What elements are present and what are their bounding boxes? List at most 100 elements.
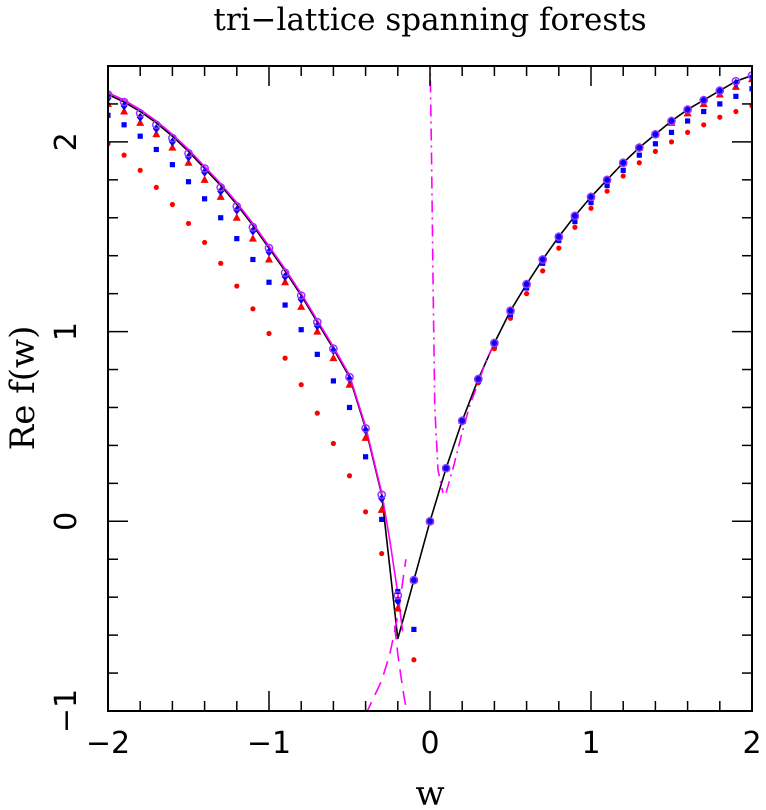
series-2-triangle-point — [248, 234, 257, 242]
series-1-square-point — [379, 516, 385, 522]
series-0-dot-point — [363, 509, 369, 515]
series-4-ring-point — [618, 158, 628, 168]
series-1-square-point — [636, 152, 642, 158]
series-0-dot-point — [153, 184, 159, 191]
series-2-triangle-point — [281, 277, 290, 286]
series-0-dot-point — [379, 550, 385, 557]
series-4-ring-point — [473, 374, 483, 384]
series-0-dot-point — [411, 657, 417, 663]
series-4-ring-point — [747, 71, 752, 80]
series-4-ring-point — [602, 175, 612, 185]
series-0-dot-point — [137, 167, 143, 173]
series-0-dot-point — [572, 224, 578, 230]
series-3-diamond-point — [603, 175, 611, 185]
series-1-square-point — [282, 302, 288, 308]
series-1-square-point — [250, 256, 256, 263]
series-4-ring-point — [248, 222, 258, 232]
series-1-square-point — [620, 167, 626, 173]
series-3-diamond-point — [700, 95, 708, 105]
y-axis-label: Re f(w) — [3, 326, 43, 451]
series-2-triangle-point — [297, 302, 306, 310]
points-layer — [108, 71, 752, 663]
series-4-ring-point — [296, 291, 306, 300]
series-4-ring-point — [151, 120, 161, 130]
series-0-dot-point — [314, 410, 320, 416]
series-0-dot-point — [685, 129, 691, 135]
series-1-square-point — [717, 101, 723, 107]
series-3-diamond-point — [587, 192, 595, 202]
series-1-square-point — [202, 196, 208, 202]
y-tick-label: 1 — [49, 322, 84, 341]
series-1-square-point — [108, 112, 111, 118]
series-4-ring-point — [586, 192, 596, 202]
series-3-diamond-point — [555, 232, 563, 242]
series-3-diamond-point — [329, 346, 337, 356]
series-3-diamond-point — [651, 129, 659, 139]
series-4-ring-point — [135, 109, 145, 118]
series-4-ring-point — [457, 416, 467, 426]
series-1-square-point — [137, 133, 143, 139]
x-tick-label: 1 — [581, 726, 600, 761]
series-1-square-point — [701, 108, 707, 115]
series-0-dot-point — [298, 382, 304, 388]
series-4-ring-point — [554, 232, 564, 242]
series-3-diamond-point — [539, 255, 547, 264]
series-1-square-point — [363, 454, 369, 460]
series-1-square-point — [652, 141, 658, 147]
series-3-diamond-point — [410, 575, 418, 585]
series-1-square-point — [185, 179, 192, 185]
series-2-triangle-point — [361, 433, 370, 441]
y-tick-label: 0 — [49, 512, 84, 531]
y-tick-label: −1 — [49, 689, 84, 733]
series-2-triangle-point — [184, 158, 193, 166]
series-1-square-point — [346, 404, 353, 411]
series-0-dot-point — [636, 160, 642, 166]
series-0-dot-point — [717, 114, 723, 120]
series-1-square-point — [298, 327, 304, 333]
series-4-ring-point — [216, 183, 226, 192]
series-4-ring-point — [715, 86, 725, 96]
series-0-dot-point — [330, 440, 336, 447]
series-2-triangle-point — [152, 129, 161, 138]
x-tick-label: −1 — [247, 726, 291, 761]
series-0-dot-point — [121, 152, 127, 158]
series-0-dot-point — [668, 139, 675, 145]
series-1-square-point — [218, 215, 224, 221]
curve-solid-1 — [108, 91, 404, 632]
series-1-square-point — [685, 118, 691, 124]
series-0-dot-point — [556, 245, 562, 251]
series-1-square-point — [314, 351, 320, 357]
series-3-diamond-point — [732, 78, 740, 88]
series-4-ring-point — [168, 133, 177, 143]
series-3-diamond-point — [362, 425, 370, 435]
series-0-dot-point — [604, 188, 610, 194]
curve-solid-0 — [108, 74, 752, 640]
series-1-square-point — [588, 199, 594, 206]
series-3-diamond-point — [668, 116, 675, 126]
series-0-dot-point — [588, 205, 594, 211]
series-4-ring-point — [200, 164, 209, 173]
series-2-triangle-point — [216, 192, 225, 200]
series-4-ring-point — [361, 423, 370, 433]
series-2-triangle-point — [136, 118, 145, 126]
series-4-ring-point — [329, 344, 338, 354]
series-4-ring-point — [570, 211, 580, 221]
series-3-diamond-point — [716, 86, 724, 96]
series-1-square-point — [121, 122, 127, 128]
series-0-dot-point — [733, 108, 739, 115]
chart-title: tri−lattice spanning forests — [213, 2, 646, 38]
series-0-dot-point — [282, 355, 288, 361]
series-4-ring-point — [441, 463, 451, 473]
series-1-square-point — [668, 129, 675, 135]
series-1-square-point — [572, 218, 578, 225]
series-1-square-point — [153, 146, 159, 153]
series-2-triangle-point — [313, 327, 322, 335]
series-2-triangle-point — [377, 505, 386, 513]
x-tick-label: −2 — [86, 726, 130, 761]
series-2-triangle-point — [120, 107, 129, 115]
series-2-triangle-point — [200, 175, 209, 183]
series-4-ring-point — [393, 590, 403, 600]
series-1-square-point — [169, 162, 175, 168]
